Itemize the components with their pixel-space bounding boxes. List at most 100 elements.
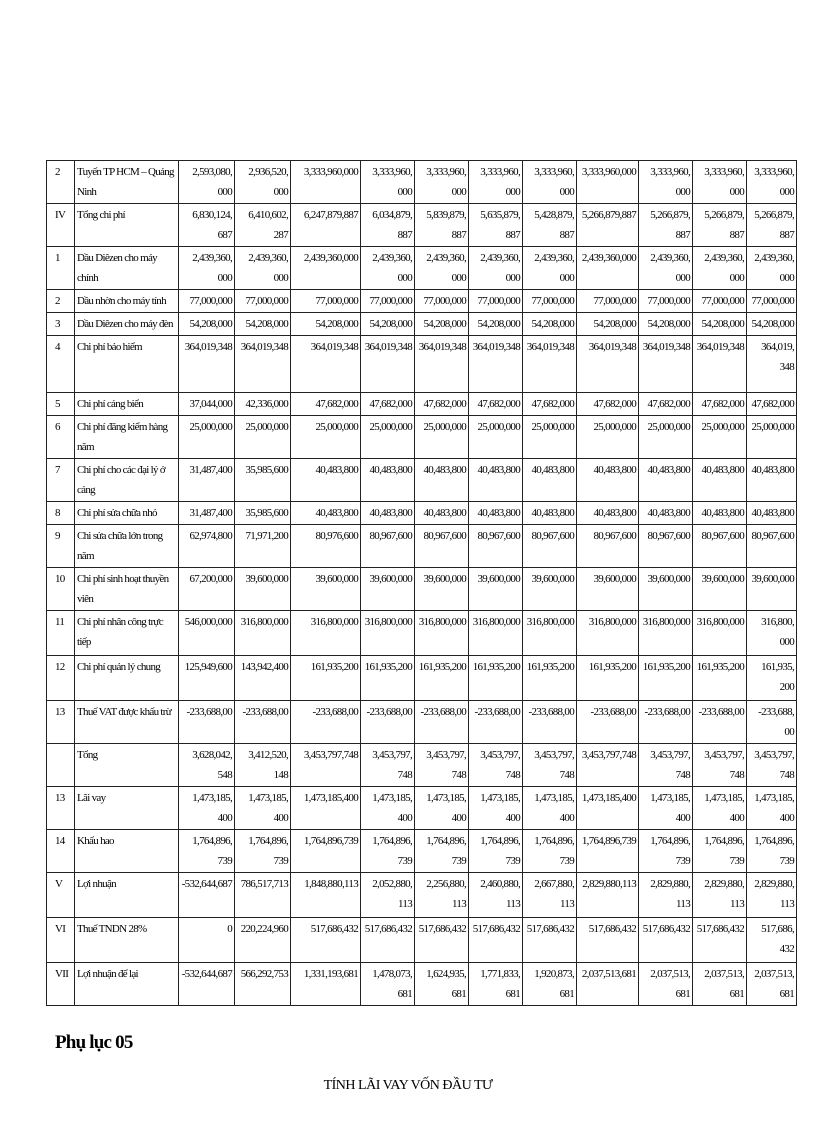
value-cell: 39,600,000 (234, 567, 291, 611)
value-cell: 77,000,000 (178, 289, 235, 313)
value-cell: 2,439,360,000 (290, 246, 361, 290)
value-cell: 364,019,348 (576, 335, 639, 393)
value-cell: 40,483,800 (360, 458, 415, 502)
value-cell: 2,439,360,000 (692, 246, 747, 290)
row-index: 2 (46, 289, 75, 313)
value-cell: 1,473,185,400 (290, 786, 361, 830)
value-cell: 517,686,432 (360, 917, 415, 963)
row-index: 1 (46, 246, 75, 290)
value-cell: 25,000,000 (522, 415, 577, 459)
value-cell: 3,333,960,000 (468, 160, 523, 204)
value-cell: 161,935,200 (576, 655, 639, 701)
row-label: Chi phí nhân công trực tiếp (74, 610, 179, 656)
row-index (46, 743, 75, 787)
value-cell: 54,208,000 (692, 312, 747, 336)
row-label: Tổng chi phí (74, 203, 179, 247)
table-row: 10 Chi phí sinh hoạt thuyền viên 67,200,00… (46, 567, 797, 611)
value-cell: 2,439,360,000 (414, 246, 469, 290)
value-cell: 2,439,360,000 (746, 246, 797, 290)
value-cell: 566,292,753 (234, 962, 291, 1006)
value-cell: 80,967,600 (692, 524, 747, 568)
value-cell: 517,686,432 (692, 917, 747, 963)
value-cell: 161,935,200 (638, 655, 693, 701)
value-cell: 35,985,600 (234, 458, 291, 502)
value-cell: 3,333,960,000 (360, 160, 415, 204)
value-cell: 364,019,348 (746, 335, 797, 393)
value-cell: 40,483,800 (692, 458, 747, 502)
value-cell: 25,000,000 (234, 415, 291, 459)
value-cell: 3,453,797,748 (414, 743, 469, 787)
value-cell: 786,517,713 (234, 872, 291, 918)
value-cell: 3,333,960,000 (576, 160, 639, 204)
value-cell: 1,473,185,400 (576, 786, 639, 830)
value-cell: 1,764,896,739 (178, 829, 235, 873)
value-cell: 3,453,797,748 (522, 743, 577, 787)
table-row: 2 Tuyến TP HCM – Quảng Ninh 2,593,080,000 2… (46, 160, 797, 204)
table-row: 13 Thuế VAT được khấu trừ -233,688,00 -233,… (46, 700, 797, 744)
value-cell: 161,935,200 (522, 655, 577, 701)
value-cell: 2,439,360,000 (638, 246, 693, 290)
value-cell: 25,000,000 (414, 415, 469, 459)
value-cell: 39,600,000 (290, 567, 361, 611)
value-cell: 1,764,896,739 (234, 829, 291, 873)
row-label: Lợi nhuận (74, 872, 179, 918)
value-cell: 1,473,185,400 (178, 786, 235, 830)
value-cell: 2,829,880,113 (576, 872, 639, 918)
value-cell: 40,483,800 (746, 501, 797, 525)
value-cell: 161,935,200 (692, 655, 747, 701)
value-cell: -233,688,00 (522, 700, 577, 744)
table-row: 2 Dầu nhờn cho máy tính 77,000,000 77,000,0… (46, 289, 797, 313)
value-cell: 1,764,896,739 (290, 829, 361, 873)
value-cell: 54,208,000 (178, 312, 235, 336)
value-cell: 1,764,896,739 (522, 829, 577, 873)
value-cell: 25,000,000 (576, 415, 639, 459)
row-index: VII (46, 962, 75, 1006)
value-cell: 1,473,185,400 (234, 786, 291, 830)
value-cell: 5,428,879,887 (522, 203, 577, 247)
table-row: V Lợi nhuận -532,644,687 786,517,713 1,848,8… (46, 872, 797, 918)
value-cell: 517,686,432 (290, 917, 361, 963)
value-cell: 364,019,348 (638, 335, 693, 393)
table-row: 3 Dầu Diêzen cho máy đèn 54,208,000 54,208,… (46, 312, 797, 336)
value-cell: 2,439,360,000 (178, 246, 235, 290)
value-cell: 1,473,185,400 (360, 786, 415, 830)
value-cell: 517,686,432 (638, 917, 693, 963)
value-cell: 1,920,873,681 (522, 962, 577, 1006)
row-label: Tuyến TP HCM – Quảng Ninh (74, 160, 179, 204)
value-cell: 3,412,520,148 (234, 743, 291, 787)
table-row: VII Lợi nhuận để lại -532,644,687 566,292,7… (46, 962, 797, 1006)
value-cell: -233,688,00 (234, 700, 291, 744)
value-cell: 5,266,879,887 (692, 203, 747, 247)
row-index: 5 (46, 392, 75, 416)
value-cell: -233,688,00 (692, 700, 747, 744)
value-cell: 1,771,833,681 (468, 962, 523, 1006)
value-cell: 80,967,600 (576, 524, 639, 568)
value-cell: 517,686,432 (522, 917, 577, 963)
value-cell: 316,800,000 (638, 610, 693, 656)
value-cell: 47,682,000 (468, 392, 523, 416)
value-cell: 161,935,200 (468, 655, 523, 701)
value-cell: 2,593,080,000 (178, 160, 235, 204)
value-cell: 25,000,000 (290, 415, 361, 459)
value-cell: 517,686,432 (468, 917, 523, 963)
value-cell: 316,800,000 (234, 610, 291, 656)
value-cell: 47,682,000 (692, 392, 747, 416)
value-cell: 77,000,000 (522, 289, 577, 313)
value-cell: 80,967,600 (360, 524, 415, 568)
value-cell: 40,483,800 (522, 501, 577, 525)
value-cell: 37,044,000 (178, 392, 235, 416)
value-cell: -233,688,00 (360, 700, 415, 744)
value-cell: 0 (178, 917, 235, 963)
value-cell: -532,644,687 (178, 962, 235, 1006)
value-cell: 364,019,348 (468, 335, 523, 393)
row-index: 13 (46, 786, 75, 830)
value-cell: 67,200,000 (178, 567, 235, 611)
value-cell: -233,688,00 (576, 700, 639, 744)
value-cell: 1,624,935,681 (414, 962, 469, 1006)
value-cell: 42,336,000 (234, 392, 291, 416)
value-cell: 1,473,185,400 (692, 786, 747, 830)
value-cell: 2,439,360,000 (522, 246, 577, 290)
table-row: 12 Chi phí quản lý chung 125,949,600 143,94… (46, 655, 797, 701)
value-cell: 40,483,800 (576, 458, 639, 502)
value-cell: 364,019,348 (290, 335, 361, 393)
